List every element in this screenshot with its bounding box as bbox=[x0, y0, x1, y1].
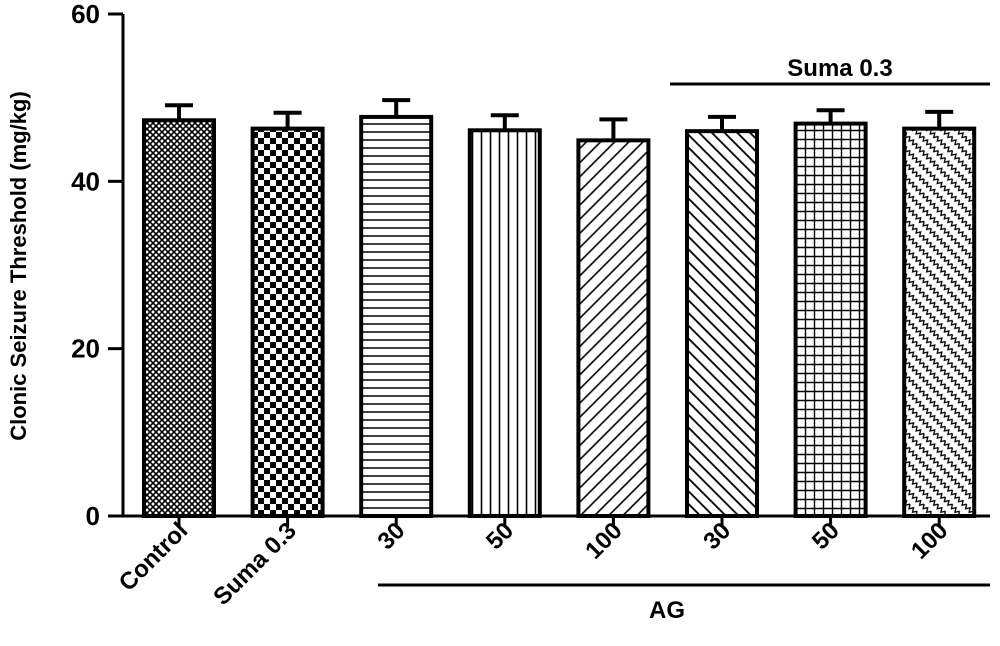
x-tick-label: 50 bbox=[807, 517, 845, 555]
bar-3 bbox=[467, 128, 542, 518]
suma-group-label: Suma 0.3 bbox=[787, 55, 892, 82]
bar-7 bbox=[902, 126, 977, 519]
bar-2 bbox=[359, 114, 434, 518]
y-tick-label: 20 bbox=[71, 334, 100, 364]
bar-5 bbox=[685, 129, 759, 518]
x-tick-label: 50 bbox=[481, 517, 519, 555]
x-tick-label: 30 bbox=[372, 517, 410, 555]
y-tick-label: 0 bbox=[86, 501, 100, 531]
x-tick-label: Suma 0.3 bbox=[208, 517, 302, 611]
ag-group-label: AG bbox=[649, 597, 685, 624]
bar-4 bbox=[576, 138, 651, 518]
y-axis-title: Clonic Seizure Threshold (mg/kg) bbox=[6, 91, 31, 441]
y-tick-label: 60 bbox=[71, 0, 100, 29]
bars bbox=[142, 98, 977, 526]
bar-0 bbox=[142, 118, 216, 519]
bar-1 bbox=[250, 126, 325, 519]
x-tick-label: Control bbox=[114, 517, 193, 596]
y-tick-label: 40 bbox=[71, 166, 100, 196]
y-ticks: 0 20 40 60 bbox=[71, 0, 123, 531]
x-tick-label: 100 bbox=[580, 517, 627, 564]
x-tick-labels: Control Suma 0.3 30 50 100 30 50 100 bbox=[114, 517, 954, 611]
bar-6 bbox=[793, 121, 868, 518]
x-tick-label: 100 bbox=[906, 517, 953, 564]
x-tick-label: 30 bbox=[698, 517, 736, 555]
